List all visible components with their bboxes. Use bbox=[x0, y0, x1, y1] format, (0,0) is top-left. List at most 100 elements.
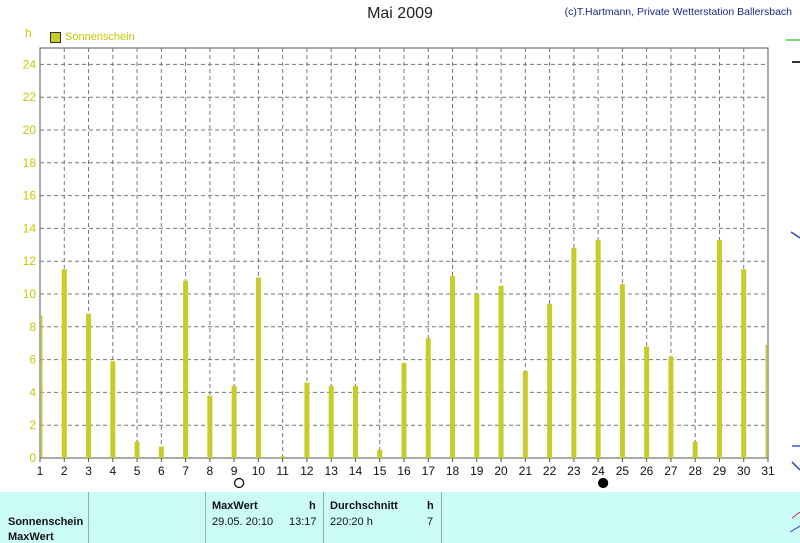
y-tick-label: 8 bbox=[29, 320, 36, 334]
right-edge-fragments bbox=[786, 39, 800, 471]
y-tick-label: 2 bbox=[29, 418, 36, 432]
bar-day-14 bbox=[352, 385, 358, 458]
bar-day-10 bbox=[255, 277, 261, 458]
x-tick-label: 6 bbox=[158, 464, 165, 478]
x-tick-label: 4 bbox=[109, 464, 116, 478]
x-tick-label: 13 bbox=[325, 464, 339, 478]
y-tick-label: 12 bbox=[23, 254, 37, 268]
row-label-sonnenschein: Sonnenschein bbox=[8, 516, 84, 528]
legend-swatch bbox=[50, 31, 61, 43]
max-header: MaxWert bbox=[212, 500, 258, 512]
x-tick-label: 29 bbox=[713, 464, 727, 478]
x-tick-label: 21 bbox=[519, 464, 533, 478]
bar-day-4 bbox=[110, 361, 116, 458]
x-tick-label: 9 bbox=[231, 464, 238, 478]
x-tick-label: 26 bbox=[640, 464, 654, 478]
avg-unit: h bbox=[427, 500, 434, 512]
y-tick-label: 14 bbox=[23, 221, 37, 235]
row-label-maxwert: MaxWert bbox=[8, 531, 54, 543]
x-tick-label: 28 bbox=[689, 464, 703, 478]
max-datetime: 29.05. 20:10 bbox=[212, 516, 274, 528]
bar-day-18 bbox=[450, 275, 456, 458]
bar-day-1 bbox=[41, 315, 43, 458]
grid-lines bbox=[40, 48, 768, 458]
x-tick-label: 17 bbox=[422, 464, 436, 478]
right-edge-fragment bbox=[789, 511, 800, 533]
bar-day-8 bbox=[207, 395, 213, 458]
bar-day-9 bbox=[231, 385, 237, 458]
y-tick-label: 16 bbox=[23, 189, 37, 203]
bar-day-31 bbox=[765, 344, 767, 458]
y-tick-label: 24 bbox=[23, 57, 37, 71]
moon-phase-markers bbox=[234, 477, 609, 489]
legend-label: Sonnenschein bbox=[65, 31, 135, 43]
max-value: 13:17 bbox=[289, 516, 317, 528]
y-tick-label: 22 bbox=[23, 90, 37, 104]
y-tick-label: 20 bbox=[23, 123, 37, 137]
bar-day-13 bbox=[328, 385, 334, 458]
bar-day-23 bbox=[571, 248, 577, 458]
x-tick-label: 11 bbox=[276, 464, 289, 478]
bar-day-6 bbox=[158, 446, 164, 458]
x-tick-label: 7 bbox=[182, 464, 189, 478]
bar-day-30 bbox=[741, 269, 747, 458]
bar-day-17 bbox=[425, 338, 431, 458]
x-tick-label: 2 bbox=[61, 464, 68, 478]
x-tick-label: 23 bbox=[567, 464, 581, 478]
bar-day-28 bbox=[692, 441, 698, 458]
x-tick-label: 27 bbox=[664, 464, 678, 478]
bar-day-24 bbox=[595, 239, 601, 458]
bar-day-22 bbox=[547, 303, 553, 458]
max-unit: h bbox=[309, 500, 316, 512]
x-tick-label: 12 bbox=[300, 464, 314, 478]
x-tick-label: 10 bbox=[252, 464, 266, 478]
y-tick-label: 0 bbox=[29, 451, 36, 465]
bar-day-11 bbox=[280, 456, 286, 458]
x-tick-label: 8 bbox=[207, 464, 214, 478]
bar-day-15 bbox=[377, 449, 383, 458]
x-tick-label: 14 bbox=[349, 464, 363, 478]
bar-day-5 bbox=[134, 441, 140, 458]
separator bbox=[323, 492, 324, 543]
x-tick-label: 24 bbox=[591, 464, 605, 478]
x-tick-label: 20 bbox=[494, 464, 508, 478]
y-axis-unit: h bbox=[25, 26, 32, 40]
summary-panel: Sonnenschein MaxWert MaxWert h 29.05. 20… bbox=[0, 492, 800, 543]
bar-day-29 bbox=[716, 239, 722, 458]
bar-day-26 bbox=[644, 346, 650, 458]
x-tick-label: 15 bbox=[373, 464, 387, 478]
bar-day-19 bbox=[474, 294, 480, 458]
new-moon-icon bbox=[598, 477, 609, 489]
x-tick-label: 5 bbox=[134, 464, 141, 478]
avg-total: 220:20 h bbox=[330, 516, 373, 528]
x-tick-label: 30 bbox=[737, 464, 751, 478]
bar-day-20 bbox=[498, 285, 504, 458]
bar-day-7 bbox=[183, 280, 189, 458]
bar-day-21 bbox=[522, 371, 528, 458]
bar-day-16 bbox=[401, 362, 407, 458]
x-tick-label: 3 bbox=[85, 464, 92, 478]
copyright-text: (c)T.Hartmann, Private Wetterstation Bal… bbox=[564, 6, 792, 18]
x-tick-label: 25 bbox=[616, 464, 630, 478]
x-tick-label: 22 bbox=[543, 464, 557, 478]
bar-day-27 bbox=[668, 356, 674, 458]
x-tick-label: 16 bbox=[397, 464, 411, 478]
x-tick-label: 19 bbox=[470, 464, 484, 478]
y-tick-label: 4 bbox=[29, 385, 36, 399]
chart-title: Mai 2009 bbox=[367, 5, 433, 22]
x-tick-label: 18 bbox=[446, 464, 460, 478]
legend: Sonnenschein bbox=[50, 31, 135, 43]
separator bbox=[441, 492, 442, 543]
y-tick-label: 10 bbox=[23, 287, 37, 301]
y-tick-label: 18 bbox=[23, 156, 37, 170]
bar-day-12 bbox=[304, 382, 310, 458]
y-tick-label: 6 bbox=[29, 353, 36, 367]
bar-day-25 bbox=[619, 284, 625, 458]
x-tick-label: 1 bbox=[37, 464, 44, 478]
x-tick-label: 31 bbox=[761, 464, 775, 478]
avg-header: Durchschnitt bbox=[330, 500, 398, 512]
separator bbox=[205, 492, 206, 543]
separator bbox=[88, 492, 89, 543]
